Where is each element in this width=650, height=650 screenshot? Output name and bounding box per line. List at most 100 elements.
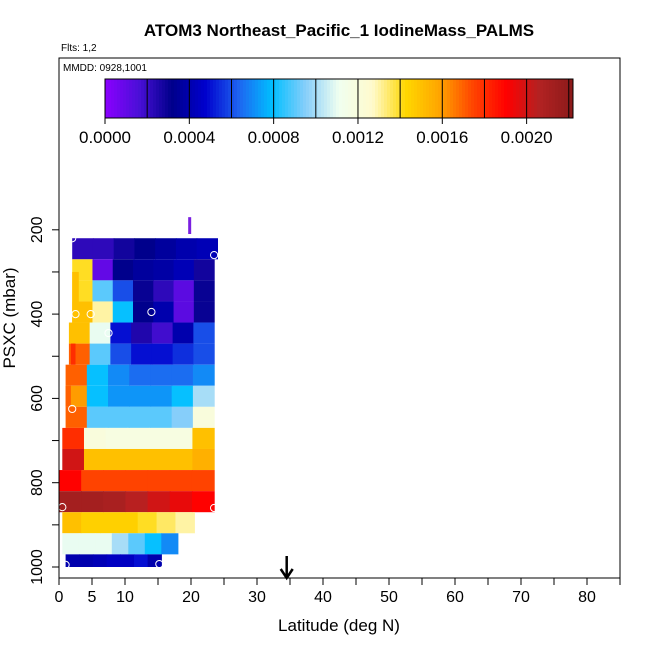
colorbar-swatch bbox=[423, 79, 427, 118]
colorbar-swatch bbox=[360, 79, 364, 118]
colorbar-swatch bbox=[318, 79, 322, 118]
colorbar-swatch bbox=[438, 79, 442, 118]
heatmap-cell bbox=[133, 554, 149, 567]
colorbar bbox=[104, 78, 574, 119]
heatmap-cell bbox=[89, 322, 111, 344]
heatmap-cell bbox=[112, 301, 134, 323]
heatmap-cell bbox=[196, 238, 218, 260]
colorbar-swatch bbox=[132, 79, 136, 118]
heatmap-cell bbox=[62, 533, 80, 555]
colorbar-swatch bbox=[150, 79, 154, 118]
edge-bar bbox=[72, 271, 79, 323]
colorbar-swatch bbox=[120, 79, 124, 118]
colorbar-tick-label: 0.0004 bbox=[163, 128, 215, 147]
colorbar-swatch bbox=[168, 79, 172, 118]
chart-title: ATOM3 Northeast_Pacific_1 IodineMass_PAL… bbox=[144, 21, 534, 40]
heatmap-cell bbox=[150, 364, 173, 386]
colorbar-tick-label: 0.0012 bbox=[332, 128, 384, 147]
colorbar-swatch bbox=[570, 79, 574, 118]
colorbar-swatch bbox=[294, 79, 298, 118]
colorbar-swatch bbox=[537, 79, 541, 118]
heatmap-cell bbox=[92, 280, 114, 302]
heatmap-cell bbox=[62, 512, 82, 534]
colorbar-swatch bbox=[492, 79, 496, 118]
colorbar-swatch bbox=[210, 79, 214, 118]
heatmap-cell bbox=[131, 343, 153, 365]
colorbar-swatch bbox=[339, 79, 343, 118]
heatmap-cell bbox=[127, 427, 150, 449]
heatmap-cell bbox=[153, 280, 175, 302]
heatmap-cell bbox=[147, 491, 171, 513]
observation-point bbox=[68, 234, 77, 243]
colorbar-swatch bbox=[114, 79, 118, 118]
heatmap-cell bbox=[133, 280, 154, 302]
colorbar-swatch bbox=[303, 79, 307, 118]
colorbar-swatch bbox=[252, 79, 256, 118]
heatmap-cell bbox=[110, 322, 132, 344]
colorbar-swatch bbox=[447, 79, 451, 118]
colorbar-swatch bbox=[309, 79, 313, 118]
heatmap-cell bbox=[172, 343, 194, 365]
colorbar-swatch bbox=[504, 79, 508, 118]
colorbar-swatch bbox=[462, 79, 466, 118]
colorbar-swatch bbox=[306, 79, 310, 118]
x-tick-label: 30 bbox=[248, 589, 266, 606]
heatmap-cell bbox=[83, 427, 107, 449]
heatmap-cell bbox=[173, 280, 195, 302]
heatmap-cell bbox=[144, 533, 162, 555]
colorbar-swatch bbox=[156, 79, 160, 118]
colorbar-swatch bbox=[468, 79, 472, 118]
colorbar-swatch bbox=[237, 79, 241, 118]
heatmap-cell bbox=[171, 364, 194, 386]
heatmap-cell bbox=[175, 238, 198, 260]
colorbar-swatch bbox=[213, 79, 217, 118]
heatmap-cell bbox=[155, 238, 177, 260]
date-label: MMDD: 0928,1001 bbox=[63, 63, 147, 74]
colorbar-swatch bbox=[543, 79, 547, 118]
colorbar-swatch bbox=[411, 79, 415, 118]
colorbar-swatch bbox=[378, 79, 382, 118]
colorbar-swatch bbox=[162, 79, 166, 118]
colorbar-swatch bbox=[246, 79, 250, 118]
heatmap-cell bbox=[81, 470, 104, 492]
colorbar-swatch bbox=[261, 79, 265, 118]
colorbar-swatch bbox=[234, 79, 238, 118]
colorbar-swatch bbox=[273, 79, 277, 118]
heatmap-cell bbox=[103, 470, 127, 492]
colorbar-swatch bbox=[249, 79, 253, 118]
observation-point bbox=[155, 559, 164, 569]
edge-bar bbox=[70, 343, 76, 365]
heatmap-cell bbox=[108, 364, 130, 386]
x-tick-label: 5 bbox=[88, 589, 97, 606]
colorbar-swatch bbox=[240, 79, 244, 118]
colorbar-swatch bbox=[474, 79, 478, 118]
heatmap-cell bbox=[120, 554, 135, 567]
colorbar-swatch bbox=[243, 79, 247, 118]
colorbar-swatch bbox=[435, 79, 439, 118]
colorbar-swatch bbox=[429, 79, 433, 118]
observation-point bbox=[68, 404, 77, 414]
heatmap-cell bbox=[112, 280, 134, 302]
colorbar-swatch bbox=[282, 79, 286, 118]
y-tick-label: 200 bbox=[29, 216, 46, 243]
colorbar-swatch bbox=[207, 79, 211, 118]
heatmap-cell bbox=[125, 470, 149, 492]
x-tick-label: 20 bbox=[182, 589, 200, 606]
colorbar-swatch bbox=[510, 79, 514, 118]
colorbar-ticks: 0.0000 0.0004 0.0008 0.0012 0.0016 0.0020 bbox=[79, 118, 553, 147]
observation-point bbox=[210, 503, 219, 513]
heatmap-cell bbox=[153, 259, 175, 281]
edge-bar bbox=[65, 385, 71, 407]
heatmap-cell bbox=[112, 259, 134, 281]
heatmap-cell bbox=[193, 322, 215, 344]
heatmap-cell bbox=[173, 259, 195, 281]
colorbar-swatch bbox=[384, 79, 388, 118]
colorbar-swatch bbox=[165, 79, 169, 118]
heatmap-cell bbox=[134, 238, 156, 260]
y-tick-label: 400 bbox=[29, 301, 46, 328]
x-axis-label: Latitude (deg N) bbox=[278, 616, 400, 635]
colorbar-swatch bbox=[270, 79, 274, 118]
colorbar-swatch bbox=[540, 79, 544, 118]
colorbar-swatch bbox=[348, 79, 352, 118]
